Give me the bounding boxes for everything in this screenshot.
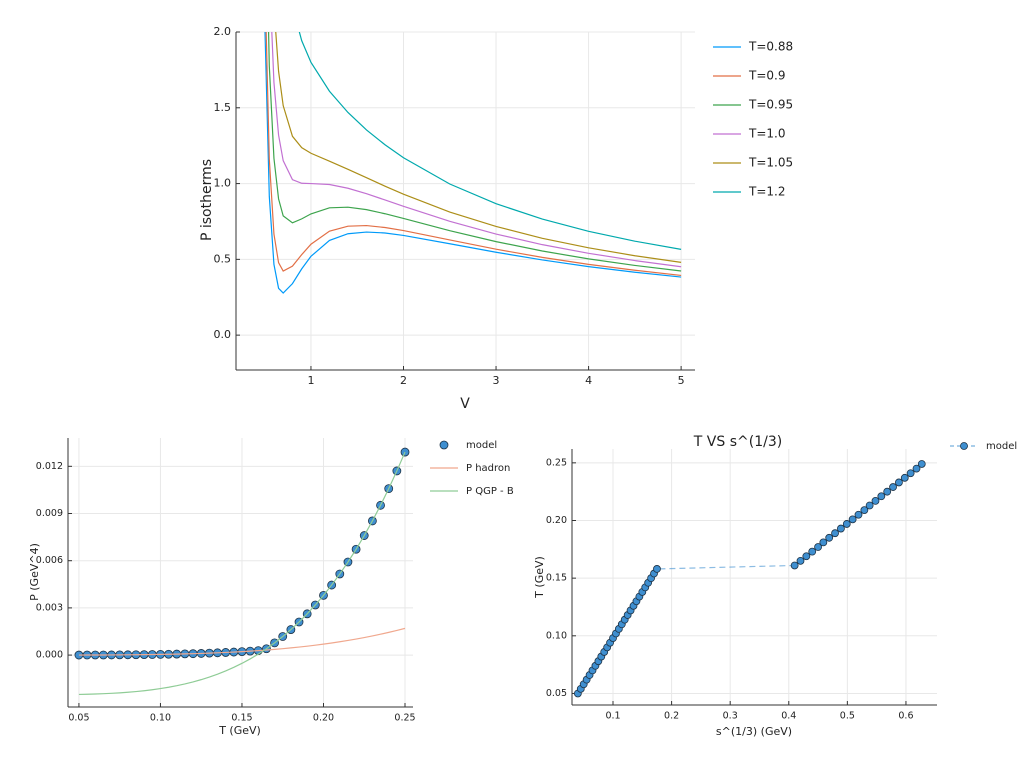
- y-tick-label: 0.009: [36, 508, 63, 519]
- data-point: [895, 478, 903, 487]
- legend-label: T=1.05: [748, 156, 793, 170]
- series-line: [265, 32, 682, 277]
- x-tick-label: 0.25: [394, 713, 415, 724]
- data-point: [889, 483, 897, 491]
- y-tick-label: 1.5: [214, 101, 232, 114]
- x-tick-label: 0.10: [150, 713, 171, 724]
- data-point: [808, 547, 817, 556]
- y-tick-label: 0.000: [36, 650, 63, 661]
- data-point: [912, 464, 921, 473]
- data-point: [865, 501, 874, 510]
- x-tick-label: 0.15: [231, 713, 252, 724]
- x-tick-label: 0.3: [723, 711, 738, 722]
- data-point: [848, 515, 857, 524]
- y-axis-label: T (GeV): [533, 556, 546, 599]
- legend-label: P hadron: [466, 463, 510, 474]
- legend-label: T=1.0: [748, 127, 785, 141]
- x-tick-label: 2: [400, 374, 407, 387]
- series-line: [271, 32, 682, 268]
- legend-entry: model: [439, 440, 497, 451]
- y-tick-label: 0.003: [36, 602, 63, 613]
- chart-title: T VS s^(1/3): [693, 434, 782, 450]
- legend-entry: T=0.95: [713, 98, 793, 112]
- y-tick-label: 0.20: [546, 515, 567, 526]
- series-line: [298, 32, 682, 250]
- y-tick-label: 2.0: [214, 25, 232, 38]
- x-tick-label: 0.20: [313, 713, 334, 724]
- legend-entry: P QGP - B: [430, 486, 514, 497]
- legend-entry: T=0.88: [713, 40, 793, 54]
- legend-entry: T=1.05: [713, 156, 793, 170]
- series-line: [275, 32, 682, 263]
- data-point: [831, 529, 839, 538]
- data-point: [825, 533, 834, 542]
- legend-entry: T=1.2: [713, 185, 785, 199]
- legend-entry: model: [950, 441, 1017, 452]
- legend-entry: T=1.0: [713, 127, 785, 141]
- series-line: [267, 32, 682, 272]
- series-line: [78, 451, 406, 696]
- y-tick-label: 0.012: [36, 461, 63, 472]
- y-tick-label: 1.0: [214, 177, 232, 190]
- x-tick-label: 0.6: [898, 711, 913, 722]
- x-tick-label: 3: [493, 374, 500, 387]
- x-tick-label: 4: [585, 374, 592, 387]
- y-tick-label: 0.0: [214, 328, 232, 341]
- data-point: [917, 460, 926, 468]
- data-point: [653, 565, 661, 573]
- y-axis-label: P (GeV^4): [28, 543, 41, 601]
- x-tick-label: 0.05: [68, 713, 89, 724]
- legend-label: T=0.95: [748, 98, 793, 112]
- legend-label: model: [986, 441, 1017, 452]
- data-point: [871, 496, 880, 505]
- legend-marker: [960, 442, 968, 450]
- data-point: [854, 510, 863, 519]
- legend-entry: T=0.9: [713, 69, 785, 83]
- series-line: [577, 463, 923, 694]
- data-point: [883, 487, 892, 496]
- x-tick-label: 0.5: [840, 711, 855, 722]
- legend-label: T=0.9: [748, 69, 785, 83]
- y-tick-label: 0.25: [546, 457, 567, 468]
- chart: 0.1 0.2 0.3 0.4 0.5 0.6 0.05 0.10 0.15 0.20 0.25 T …: [533, 434, 1017, 738]
- x-axis-label: T (GeV): [218, 724, 261, 737]
- data-point: [796, 556, 805, 565]
- legend-entry: P hadron: [430, 463, 510, 474]
- legend-label: T=0.88: [748, 40, 793, 54]
- data-point: [802, 552, 811, 561]
- chart: 1 2 3 4 5 0.0 0.5 1.0 1.5 2.0 V P isotherms T=0.88 T=…: [199, 25, 793, 412]
- series-line: [264, 32, 682, 294]
- data-point: [819, 538, 828, 547]
- legend-label: model: [466, 440, 497, 451]
- data-point: [877, 492, 886, 501]
- y-axis-label: P isotherms: [199, 159, 215, 241]
- series-line: [78, 627, 406, 656]
- data-point: [790, 561, 799, 570]
- legend-marker: [439, 440, 449, 450]
- x-tick-label: 0.4: [781, 711, 796, 722]
- chart: 0.05 0.10 0.15 0.20 0.25 0.000 0.003 0.006 0.009…: [28, 438, 514, 737]
- data-point: [860, 506, 869, 515]
- x-tick-label: 0.2: [664, 711, 679, 722]
- data-point: [814, 543, 822, 551]
- y-tick-label: 0.15: [546, 573, 567, 584]
- x-axis-label: V: [460, 396, 470, 412]
- y-tick-label: 0.05: [546, 688, 567, 699]
- legend-label: T=1.2: [748, 185, 785, 199]
- x-axis-label: s^(1/3) (GeV): [716, 725, 792, 738]
- data-point: [837, 524, 845, 533]
- x-tick-label: 5: [678, 374, 685, 387]
- legend-label: P QGP - B: [466, 486, 514, 497]
- x-tick-label: 0.1: [605, 711, 620, 722]
- y-tick-label: 0.5: [214, 252, 232, 265]
- data-point: [906, 469, 915, 478]
- x-tick-label: 1: [307, 374, 314, 387]
- y-tick-label: 0.006: [36, 555, 63, 566]
- data-point: [900, 473, 909, 482]
- data-point: [842, 520, 851, 528]
- y-tick-label: 0.10: [546, 630, 567, 641]
